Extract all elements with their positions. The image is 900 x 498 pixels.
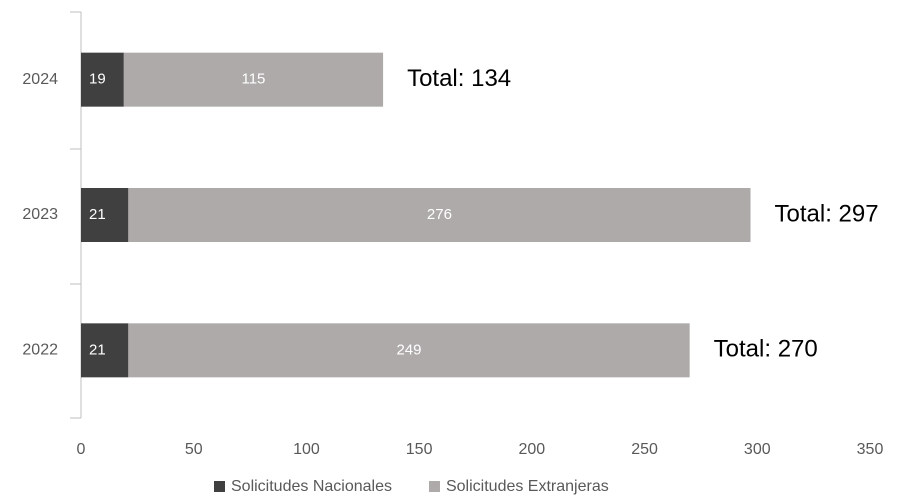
legend-swatch <box>428 481 440 492</box>
x-tick-label: 300 <box>744 441 771 458</box>
bar <box>81 52 124 107</box>
x-tick-label: 0 <box>77 441 86 458</box>
bar <box>81 188 129 242</box>
x-tick-label: 50 <box>185 441 203 458</box>
x-tick-label: 150 <box>406 441 433 458</box>
bar <box>81 323 129 378</box>
value-label: 249 <box>396 341 421 358</box>
legend-label: Solicitudes Nacionales <box>231 478 392 495</box>
legend-swatch <box>214 481 225 492</box>
total-annotation: Total: 297 <box>775 200 879 227</box>
bar <box>128 188 751 242</box>
value-label: 276 <box>427 206 452 223</box>
value-label: 19 <box>89 71 106 88</box>
x-tick-label: 350 <box>857 441 884 458</box>
value-label: 21 <box>89 206 106 223</box>
value-label: 115 <box>241 71 265 88</box>
x-tick-label: 200 <box>519 441 546 458</box>
bar <box>123 52 384 107</box>
total-annotation: Total: 134 <box>407 65 511 92</box>
y-tick-label: 2022 <box>22 342 58 359</box>
bar <box>128 323 690 378</box>
legend-label: Solicitudes Extranjeras <box>446 478 609 495</box>
y-tick-label: 2023 <box>22 206 58 223</box>
y-tick-label: 2024 <box>22 71 58 88</box>
x-tick-label: 250 <box>631 441 658 458</box>
value-label: 21 <box>89 341 106 358</box>
total-annotation: Total: 270 <box>714 336 818 363</box>
x-tick-label: 100 <box>293 441 320 458</box>
